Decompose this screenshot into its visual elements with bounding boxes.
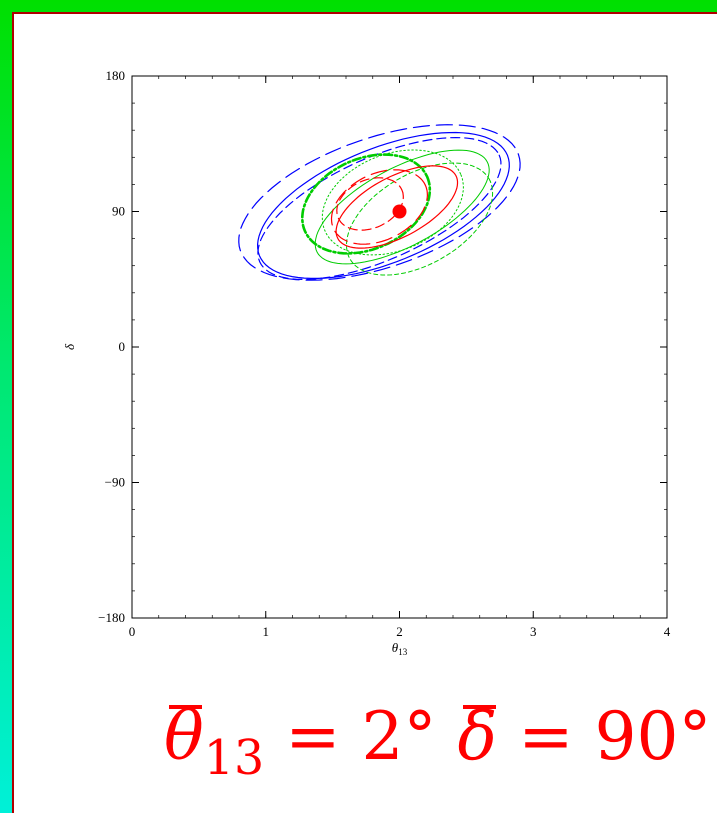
x-axis-label: θ13 — [392, 640, 408, 657]
y-tick-label: −180 — [98, 610, 125, 625]
theta-subscript: 13 — [203, 731, 265, 787]
contour-6 — [321, 149, 464, 256]
x-tick-label: 1 — [263, 624, 270, 639]
contour-0 — [256, 131, 510, 279]
contour-plot: 0 1 2 3 4 −180 −90 0 90 180 θ13 δ — [62, 68, 671, 657]
x-tick-label: 3 — [530, 624, 537, 639]
contour-9 — [336, 177, 404, 231]
theta-bar-symbol: θ — [164, 698, 204, 775]
contour-2 — [257, 136, 502, 281]
contour-5 — [345, 162, 494, 276]
x-tick-label: 2 — [396, 624, 403, 639]
contour-4 — [301, 153, 432, 255]
x-tick-label: 4 — [664, 624, 671, 639]
y-tick-label: 180 — [106, 68, 126, 83]
caption: θ13 = 2° δ = 90° — [164, 704, 711, 783]
contour-1 — [238, 124, 521, 281]
contour-3 — [314, 149, 490, 265]
true-value-point — [392, 204, 407, 219]
y-tick-label: 0 — [119, 339, 126, 354]
contour-7 — [335, 165, 459, 249]
figure-panel: 0 1 2 3 4 −180 −90 0 90 180 θ13 δ θ13 = 2° δ = 90° — [12, 12, 717, 813]
x-tick-label: 0 — [129, 624, 136, 639]
delta-bar-symbol: δ — [457, 698, 498, 775]
y-tick-label: 90 — [112, 204, 125, 219]
y-axis-label: δ — [62, 343, 77, 350]
delta-value: = 90° — [518, 698, 712, 775]
theta-value: = 2° — [285, 698, 437, 775]
y-tick-label: −90 — [105, 475, 125, 490]
